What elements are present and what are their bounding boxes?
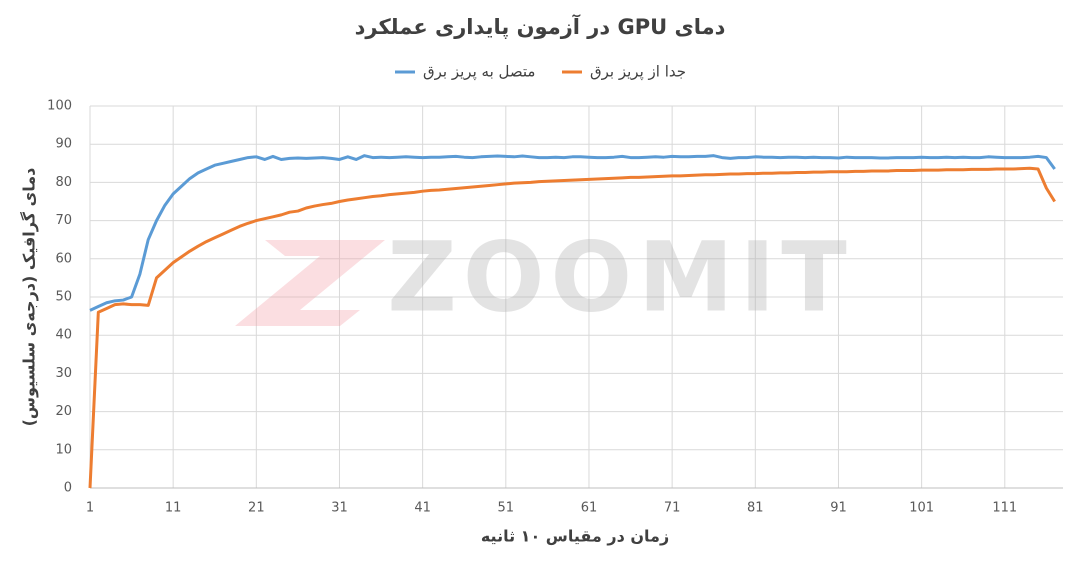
- chart-title: دمای GPU در آزمون پایداری عملکرد: [355, 14, 726, 39]
- y-tick-label: 10: [55, 442, 72, 457]
- x-tick-label: 11: [165, 501, 182, 516]
- watermark: ZOOMIT: [235, 221, 853, 333]
- y-tick-label: 60: [55, 251, 72, 266]
- y-axis-label: دمای گرافیک (درجه‌ی سلسیوس): [20, 168, 39, 427]
- y-tick-label: 70: [55, 213, 72, 228]
- x-tick-label: 31: [331, 501, 348, 516]
- series-line: [88, 166, 1056, 489]
- watermark-text: ZOOMIT: [387, 221, 853, 333]
- x-tick-label: 101: [909, 501, 934, 516]
- y-tick-label: 30: [55, 366, 72, 381]
- y-tick-label: 20: [55, 404, 72, 419]
- y-tick-label: 50: [55, 290, 72, 305]
- x-tick-label: 61: [581, 501, 598, 516]
- watermark-logo: [235, 240, 385, 326]
- x-tick-label: 91: [830, 501, 847, 516]
- x-tick-label: 71: [664, 501, 681, 516]
- x-tick-label: 81: [747, 501, 764, 516]
- y-tick-label: 80: [55, 175, 72, 190]
- y-tick-label: 0: [64, 481, 72, 496]
- x-tick-label: 1: [86, 501, 94, 516]
- x-axis-label: زمان در مقیاس ۱۰ ثانیه: [481, 527, 669, 546]
- y-tick-label: 100: [47, 99, 72, 114]
- y-tick-label: 90: [55, 137, 72, 152]
- x-tick-label: 41: [414, 501, 431, 516]
- legend-label: جدا از پریز برق: [590, 63, 686, 82]
- x-tick-label: 51: [498, 501, 515, 516]
- grid: [89, 105, 1063, 489]
- legend: متصل به پریز برق جدا از پریز برق: [395, 63, 686, 82]
- series-line: [89, 154, 1056, 312]
- y-tick-label: 40: [55, 328, 72, 343]
- legend-label: متصل به پریز برق: [423, 63, 535, 82]
- x-tick-label: 21: [248, 501, 265, 516]
- x-tick-label: 111: [992, 501, 1017, 516]
